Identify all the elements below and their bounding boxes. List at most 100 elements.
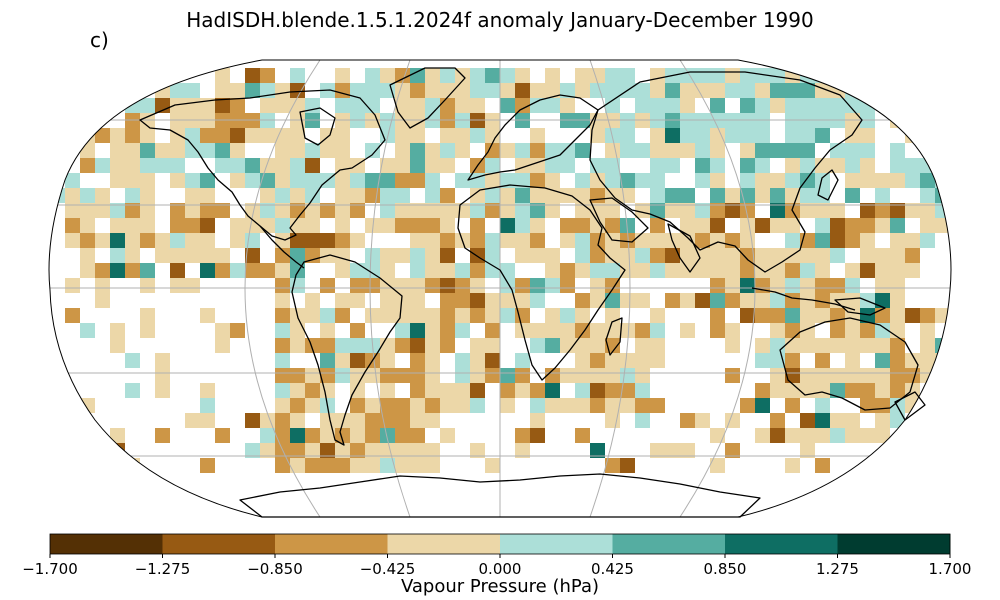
grid-cell [815,398,830,413]
coast-madagascar [605,317,623,356]
grid-cell [785,278,800,293]
grid-cell [575,83,590,98]
grid-cell [230,98,245,113]
grid-cell [110,233,125,248]
grid-cell [695,413,710,428]
grid-cell [410,263,425,278]
grid-cell [155,353,170,368]
grid-cell [545,98,560,113]
colorbar-tick-label: 0.425 [591,560,634,578]
grid-cell [590,353,605,368]
grid-cell [845,278,860,293]
grid-cell [890,203,905,218]
grid-cell [335,128,350,143]
grid-cell [605,308,620,323]
grid-cell [365,218,380,233]
grid-cell [410,353,425,368]
grid-cell [455,323,470,338]
grid-cell [110,158,125,173]
grid-cell [335,293,350,308]
grid-cell [110,263,125,278]
grid-cell [260,68,275,83]
grid-cell [260,98,275,113]
grid-cell [455,308,470,323]
grid-cell [395,293,410,308]
grid-cell [485,248,500,263]
grid-cell [260,188,275,203]
grid-cell [440,428,455,443]
colorbar-tick-label: −0.850 [247,560,303,578]
grid-cell [575,248,590,263]
grid-cell [545,338,560,353]
grid-cell [755,128,770,143]
grid-cell [725,293,740,308]
grid-cell [530,323,545,338]
grid-cell [590,443,605,458]
grid-cell [305,203,320,218]
grid-cell [710,98,725,113]
grid-cell [230,323,245,338]
grid-cell [425,308,440,323]
grid-cell [815,413,830,428]
grid-cell [665,83,680,98]
grid-cell [335,203,350,218]
grid-cell [140,323,155,338]
grid-cell [650,248,665,263]
grid-cell [605,278,620,293]
colorbar-tick-label: 1.275 [816,560,859,578]
grid-cell [290,398,305,413]
grid-cell [740,203,755,218]
grid-cell [425,203,440,218]
grid-cell [305,308,320,323]
grid-cell [365,428,380,443]
grid-cell [425,458,440,473]
grid-cell [380,248,395,263]
grid-cell [845,383,860,398]
grid-cell [215,128,230,143]
grid-cell [215,143,230,158]
grid-cell [305,293,320,308]
grid-cell [470,443,485,458]
coast-africa [457,184,626,381]
grid-cell [365,308,380,323]
grid-cell [440,308,455,323]
grid-cell [695,218,710,233]
grid-cell [515,83,530,98]
grid-cell [665,128,680,143]
grid-cell [470,83,485,98]
grid-cell [875,278,890,293]
grid-cell [275,98,290,113]
grid-cell [800,83,815,98]
grid-cell [635,143,650,158]
grid-cell [290,368,305,383]
grid-cell [350,83,365,98]
grid-cell [275,293,290,308]
grid-cell [890,263,905,278]
grid-cell [755,353,770,368]
grid-cell [830,233,845,248]
coast-greenland [389,67,466,129]
grid-cell [530,428,545,443]
grid-cell [65,188,80,203]
grid-cell [560,323,575,338]
grid-cell [875,248,890,263]
grid-cell [755,398,770,413]
grid-cell [815,233,830,248]
grid-cell [740,173,755,188]
grid-cell [590,383,605,398]
grid-cell [860,338,875,353]
grid-cell [815,353,830,368]
grid-cell [380,383,395,398]
grid-cell [275,458,290,473]
grid-cell [830,203,845,218]
grid-cell [890,278,905,293]
grid-cell [395,458,410,473]
grid-cell [410,203,425,218]
grid-cell [305,428,320,443]
grid-cell [455,398,470,413]
grid-cell [80,218,95,233]
grid-cell [830,323,845,338]
grid-cell [470,218,485,233]
grid-cell [680,293,695,308]
grid-cell [350,203,365,218]
